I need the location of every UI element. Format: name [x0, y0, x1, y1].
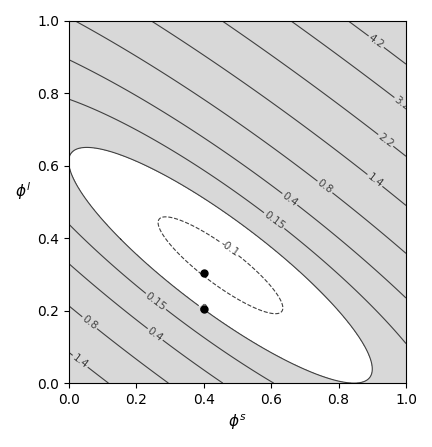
Text: 2.2: 2.2: [376, 131, 395, 149]
Text: 0: 0: [197, 302, 208, 314]
Text: 4.2: 4.2: [367, 33, 386, 51]
Text: 0.15: 0.15: [262, 210, 286, 232]
Text: 1.4: 1.4: [365, 171, 384, 190]
Text: 3.2: 3.2: [392, 94, 412, 112]
Text: 0.4: 0.4: [280, 190, 299, 208]
X-axis label: $\phi^s$: $\phi^s$: [228, 413, 247, 432]
Text: 0.4: 0.4: [146, 325, 165, 343]
Text: 0.8: 0.8: [80, 314, 99, 332]
Text: 0.15: 0.15: [144, 291, 168, 312]
Text: 0.8: 0.8: [315, 178, 334, 196]
Text: -0.1: -0.1: [218, 239, 241, 259]
Text: 1.4: 1.4: [70, 352, 90, 370]
Y-axis label: $\phi^l$: $\phi^l$: [15, 180, 31, 202]
